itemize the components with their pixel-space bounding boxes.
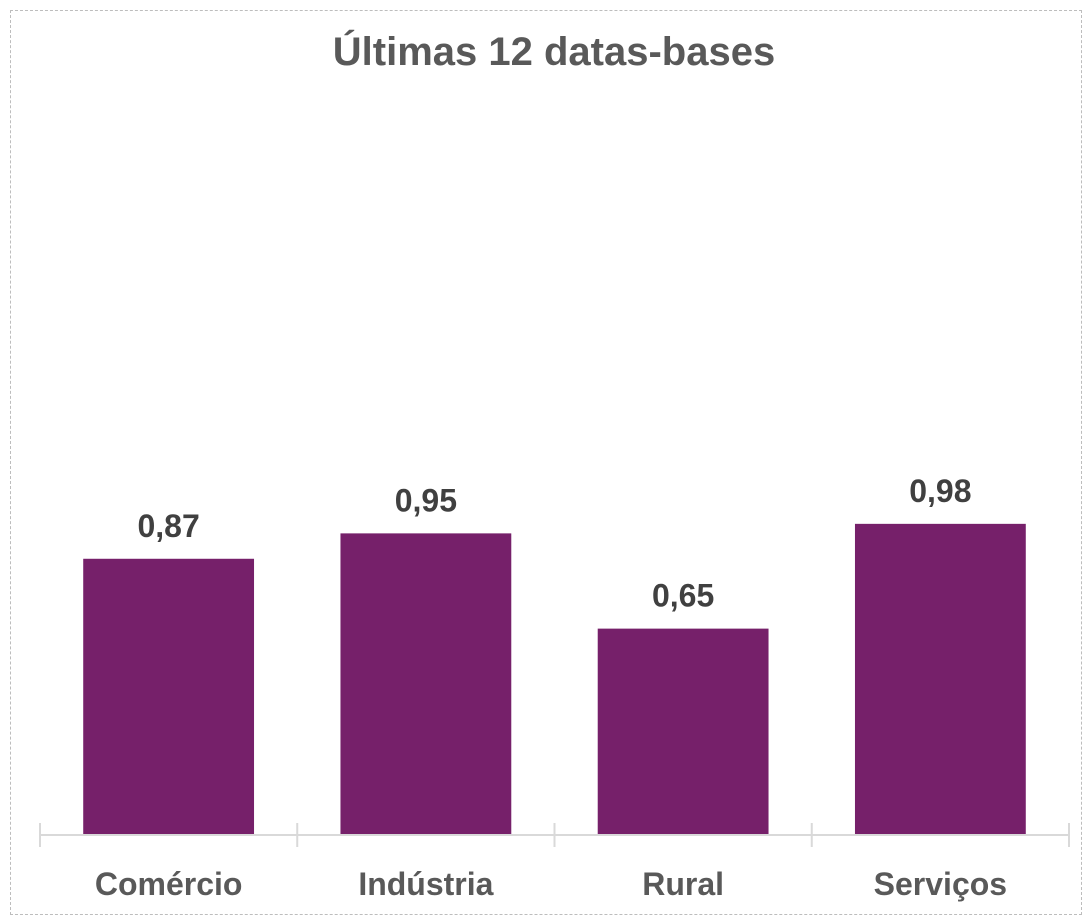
bar-2 [597, 628, 769, 835]
x-tick-label: Comércio [95, 866, 243, 902]
chart-title: Últimas 12 datas-bases [332, 30, 776, 74]
data-label: 0,87 [137, 508, 199, 544]
bar-1 [340, 533, 512, 835]
bars-layer [83, 523, 1026, 835]
data-label: 0,65 [652, 578, 714, 614]
bar-0 [83, 558, 255, 835]
data-label: 0,98 [909, 473, 971, 509]
x-tick-label: Rural [642, 866, 724, 902]
x-axis [39, 823, 1070, 847]
bar-3 [854, 523, 1026, 835]
data-labels-layer: 0,87 0,95 0,65 0,98 [137, 473, 971, 614]
x-tick-labels-layer: Comércio Indústria Rural Serviços [95, 866, 1007, 902]
x-tick-label: Serviços [874, 866, 1007, 902]
data-label: 0,95 [395, 482, 457, 518]
chart-frame [10, 10, 1082, 915]
x-tick-label: Indústria [358, 866, 493, 902]
